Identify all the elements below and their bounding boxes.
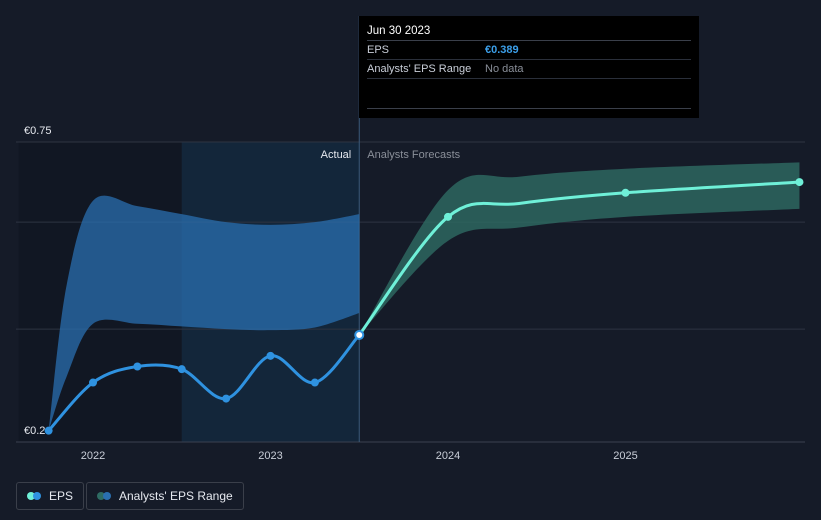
tooltip-divider: [367, 108, 691, 109]
eps-forecast-line: [358, 180, 800, 336]
tooltip-range-value: No data: [485, 63, 524, 75]
eps-actual-point-0: [44, 426, 53, 435]
x-tick-2024: 2024: [436, 450, 460, 462]
legend-eps-label: EPS: [49, 489, 74, 503]
historic-eps-range-band: [48, 195, 360, 431]
tooltip-range-key: Analysts' EPS Range: [367, 63, 472, 75]
legend-eps-range[interactable]: Analysts' EPS Range: [86, 482, 244, 510]
hover-tooltip: Jun 30 2023 EPS €0.389 Analysts' EPS Ran…: [359, 16, 699, 118]
x-tick-2025: 2025: [613, 450, 637, 462]
eps-forecast-point-1: [444, 212, 452, 221]
y-axis-top-label: €0.75: [24, 125, 52, 137]
legend-range-label: Analysts' EPS Range: [119, 489, 233, 503]
eps-actual-point-6: [310, 378, 319, 387]
tooltip-eps-value: €0.389: [485, 44, 519, 56]
x-tick-2023: 2023: [258, 450, 282, 462]
forecast-eps-range-band: [359, 162, 800, 335]
eps-actual-point-4: [222, 394, 231, 403]
y-axis-bottom-label: €0.2: [24, 425, 45, 437]
forecast-label: Analysts Forecasts: [367, 149, 460, 161]
legend-eps[interactable]: EPS: [16, 482, 85, 510]
eps-forecast-point-4: [795, 178, 804, 187]
tooltip-date: Jun 30 2023: [367, 16, 691, 41]
eps-actual-point-3: [177, 365, 186, 374]
eps-actual-point-7: [354, 329, 365, 340]
tooltip-eps-key: EPS: [367, 44, 390, 56]
tooltip-row-range: Analysts' EPS Range No data: [367, 60, 691, 79]
eps-legend-icon: [27, 492, 41, 500]
eps-actual-point-5: [266, 351, 275, 360]
actual-label: Actual: [321, 149, 352, 161]
eps-actual-point-1: [89, 378, 97, 387]
eps-actual-point-2: [133, 362, 142, 371]
tooltip-row-eps: EPS €0.389: [367, 41, 691, 60]
x-tick-2022: 2022: [81, 450, 105, 462]
range-legend-icon: [97, 492, 111, 500]
eps-forecast-point-3: [621, 188, 630, 197]
